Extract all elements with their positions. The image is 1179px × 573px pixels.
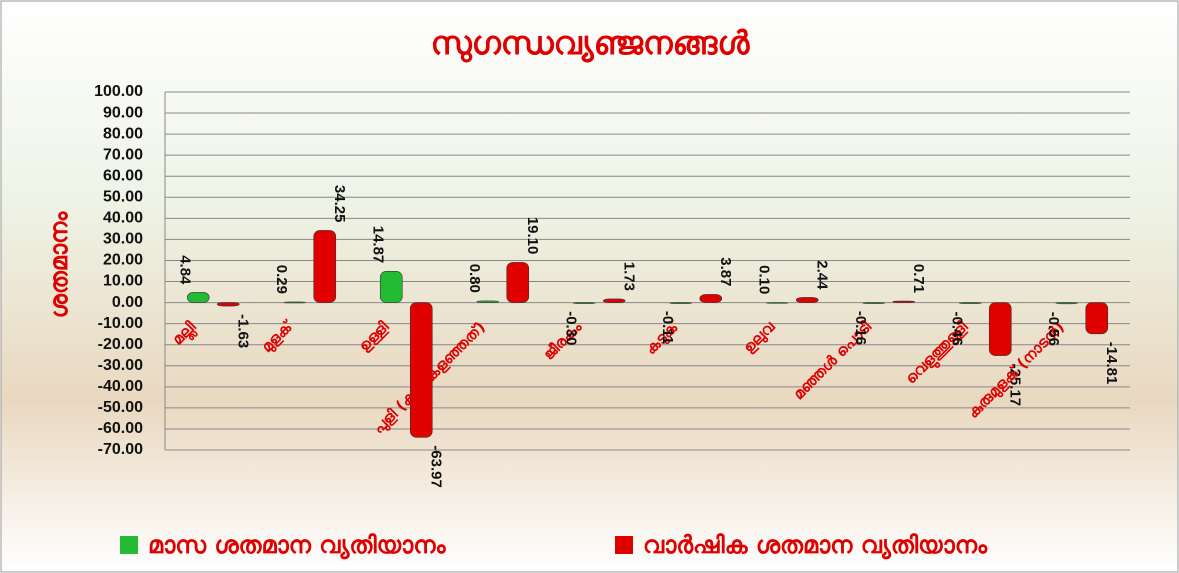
legend-swatch	[615, 536, 633, 554]
data-label: 0.29	[273, 265, 290, 294]
data-label: 19.10	[524, 217, 541, 255]
bar	[313, 230, 337, 303]
bar	[572, 302, 596, 304]
y-tick-label: -50.00	[98, 399, 143, 416]
bar	[892, 300, 916, 303]
data-label: -14.81	[1103, 342, 1120, 385]
data-label: 0.80	[466, 264, 483, 293]
y-tick-label: -60.00	[98, 420, 143, 437]
bar	[379, 270, 403, 303]
y-tick-label: 0.00	[112, 294, 143, 311]
legend-label: വാർഷിക ശതമാന വ്യതിയാനം	[643, 531, 988, 560]
bar	[506, 262, 530, 303]
data-label: -1.63	[234, 314, 251, 348]
y-tick-label: 40.00	[103, 210, 143, 227]
bar	[602, 298, 626, 303]
data-label: -25.17	[1006, 364, 1023, 407]
data-label: -0.46	[948, 312, 965, 346]
bar	[409, 302, 433, 438]
bar	[765, 302, 789, 304]
data-label: 0.10	[755, 265, 772, 294]
bar	[795, 297, 819, 303]
bar	[669, 302, 693, 304]
data-label: 1.73	[620, 262, 637, 291]
y-tick-label: -70.00	[98, 441, 143, 458]
bar	[988, 302, 1012, 356]
chart-title: സുഗന്ധവ്യഞ്ജനങ്ങൾ	[431, 24, 751, 64]
bar	[1085, 302, 1109, 335]
y-tick-label: -10.00	[98, 315, 143, 332]
data-label: 2.44	[813, 260, 830, 290]
legend-label: മാസ ശതമാന വ്യതിയാനം	[148, 531, 446, 560]
y-tick-label: 50.00	[103, 189, 143, 206]
bar	[1055, 302, 1079, 305]
bar	[699, 294, 723, 303]
y-axis-label: ശതമാനം	[45, 211, 73, 319]
bar	[186, 292, 210, 303]
data-label: -63.97	[427, 445, 444, 488]
data-label: -0.11	[659, 311, 676, 344]
bar	[476, 300, 500, 303]
bar	[283, 301, 307, 304]
data-label: 4.84	[176, 255, 193, 285]
data-label: 3.87	[717, 257, 734, 286]
legend-swatch	[120, 536, 138, 554]
y-tick-label: 80.00	[103, 125, 143, 142]
data-label: -0.56	[1045, 312, 1062, 346]
y-tick-label: 10.00	[103, 273, 143, 290]
data-label: 14.87	[369, 226, 386, 264]
y-tick-label: -20.00	[98, 336, 143, 353]
y-tick-label: 70.00	[103, 146, 143, 163]
bar	[958, 302, 982, 304]
data-label: -0.30	[562, 311, 579, 345]
y-tick-label: 20.00	[103, 252, 143, 269]
y-tick-label: 60.00	[103, 167, 143, 184]
y-tick-label: -30.00	[98, 357, 143, 374]
data-label: 0.71	[910, 264, 927, 293]
y-tick-label: 90.00	[103, 104, 143, 121]
y-tick-label: 100.00	[94, 83, 143, 100]
bar	[862, 302, 886, 304]
data-label: -0.16	[852, 311, 869, 345]
bar	[216, 302, 240, 307]
data-label: 34.25	[331, 185, 348, 223]
y-tick-label: -40.00	[98, 378, 143, 395]
y-tick-label: 30.00	[103, 231, 143, 248]
